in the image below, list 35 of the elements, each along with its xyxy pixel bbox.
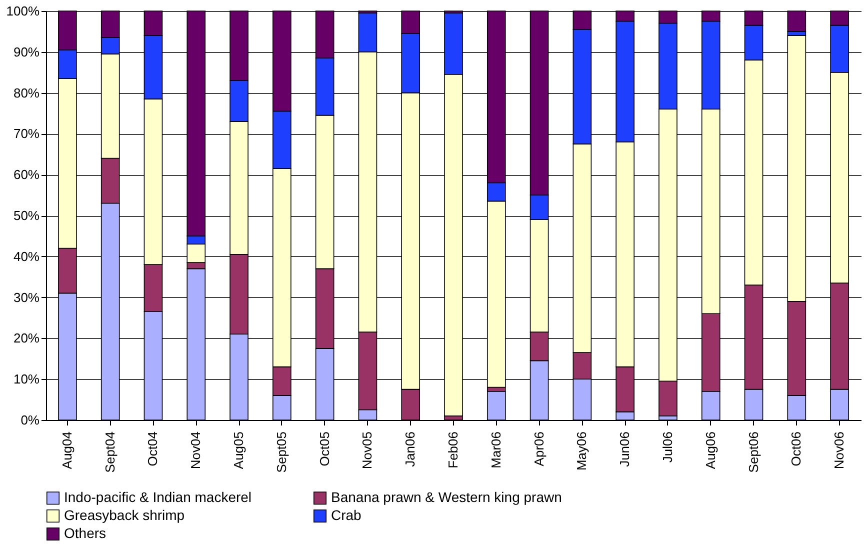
x-tick-label: Sept06 <box>746 432 761 473</box>
x-tick-label: Aug04 <box>59 432 74 470</box>
legend-label: Banana prawn & Western king prawn <box>331 489 562 506</box>
x-tick-label: Sept04 <box>102 432 118 473</box>
x-tick-label: Sept05 <box>274 432 289 473</box>
y-tick-label: 50% <box>13 208 40 223</box>
x-tick-label: May06 <box>574 432 590 471</box>
y-tick-label: 100% <box>6 4 40 18</box>
x-tick-label: Aug06 <box>702 432 718 470</box>
x-tick-label: Jun06 <box>617 432 632 467</box>
x-tick-label: Apr06 <box>531 432 546 466</box>
y-tick-label: 0% <box>20 412 40 428</box>
y-tick-label: 30% <box>13 290 40 305</box>
x-tick-label: Nov06 <box>832 432 847 470</box>
x-tick-label: Jul06 <box>660 432 675 463</box>
y-tick-label: 90% <box>13 44 40 60</box>
x-tick-label: Nov05 <box>360 432 375 470</box>
y-tick-label: 40% <box>13 248 40 264</box>
legend-label: Others <box>64 525 106 541</box>
x-tick-label: Nov04 <box>188 432 204 470</box>
x-tick-label: Mar06 <box>488 432 504 468</box>
y-tick-label: 10% <box>13 372 40 387</box>
legend-label: Crab <box>331 507 362 523</box>
y-tick-label: 80% <box>13 85 40 100</box>
legend-label: Indo-pacific & Indian mackerel <box>64 489 252 506</box>
x-tick-label: Oct04 <box>145 432 160 466</box>
x-tick-label: Aug05 <box>231 432 246 470</box>
x-tick-label: Oct06 <box>788 432 804 466</box>
legend-label: Greasyback shrimp <box>64 507 185 523</box>
y-tick-label: 70% <box>13 126 40 142</box>
y-tick-label: 20% <box>13 330 40 346</box>
x-tick-label: Jan06 <box>402 432 418 467</box>
x-tick-label: Feb06 <box>446 432 460 468</box>
y-tick-label: 60% <box>13 167 40 182</box>
x-tick-label: Oct05 <box>316 432 332 466</box>
